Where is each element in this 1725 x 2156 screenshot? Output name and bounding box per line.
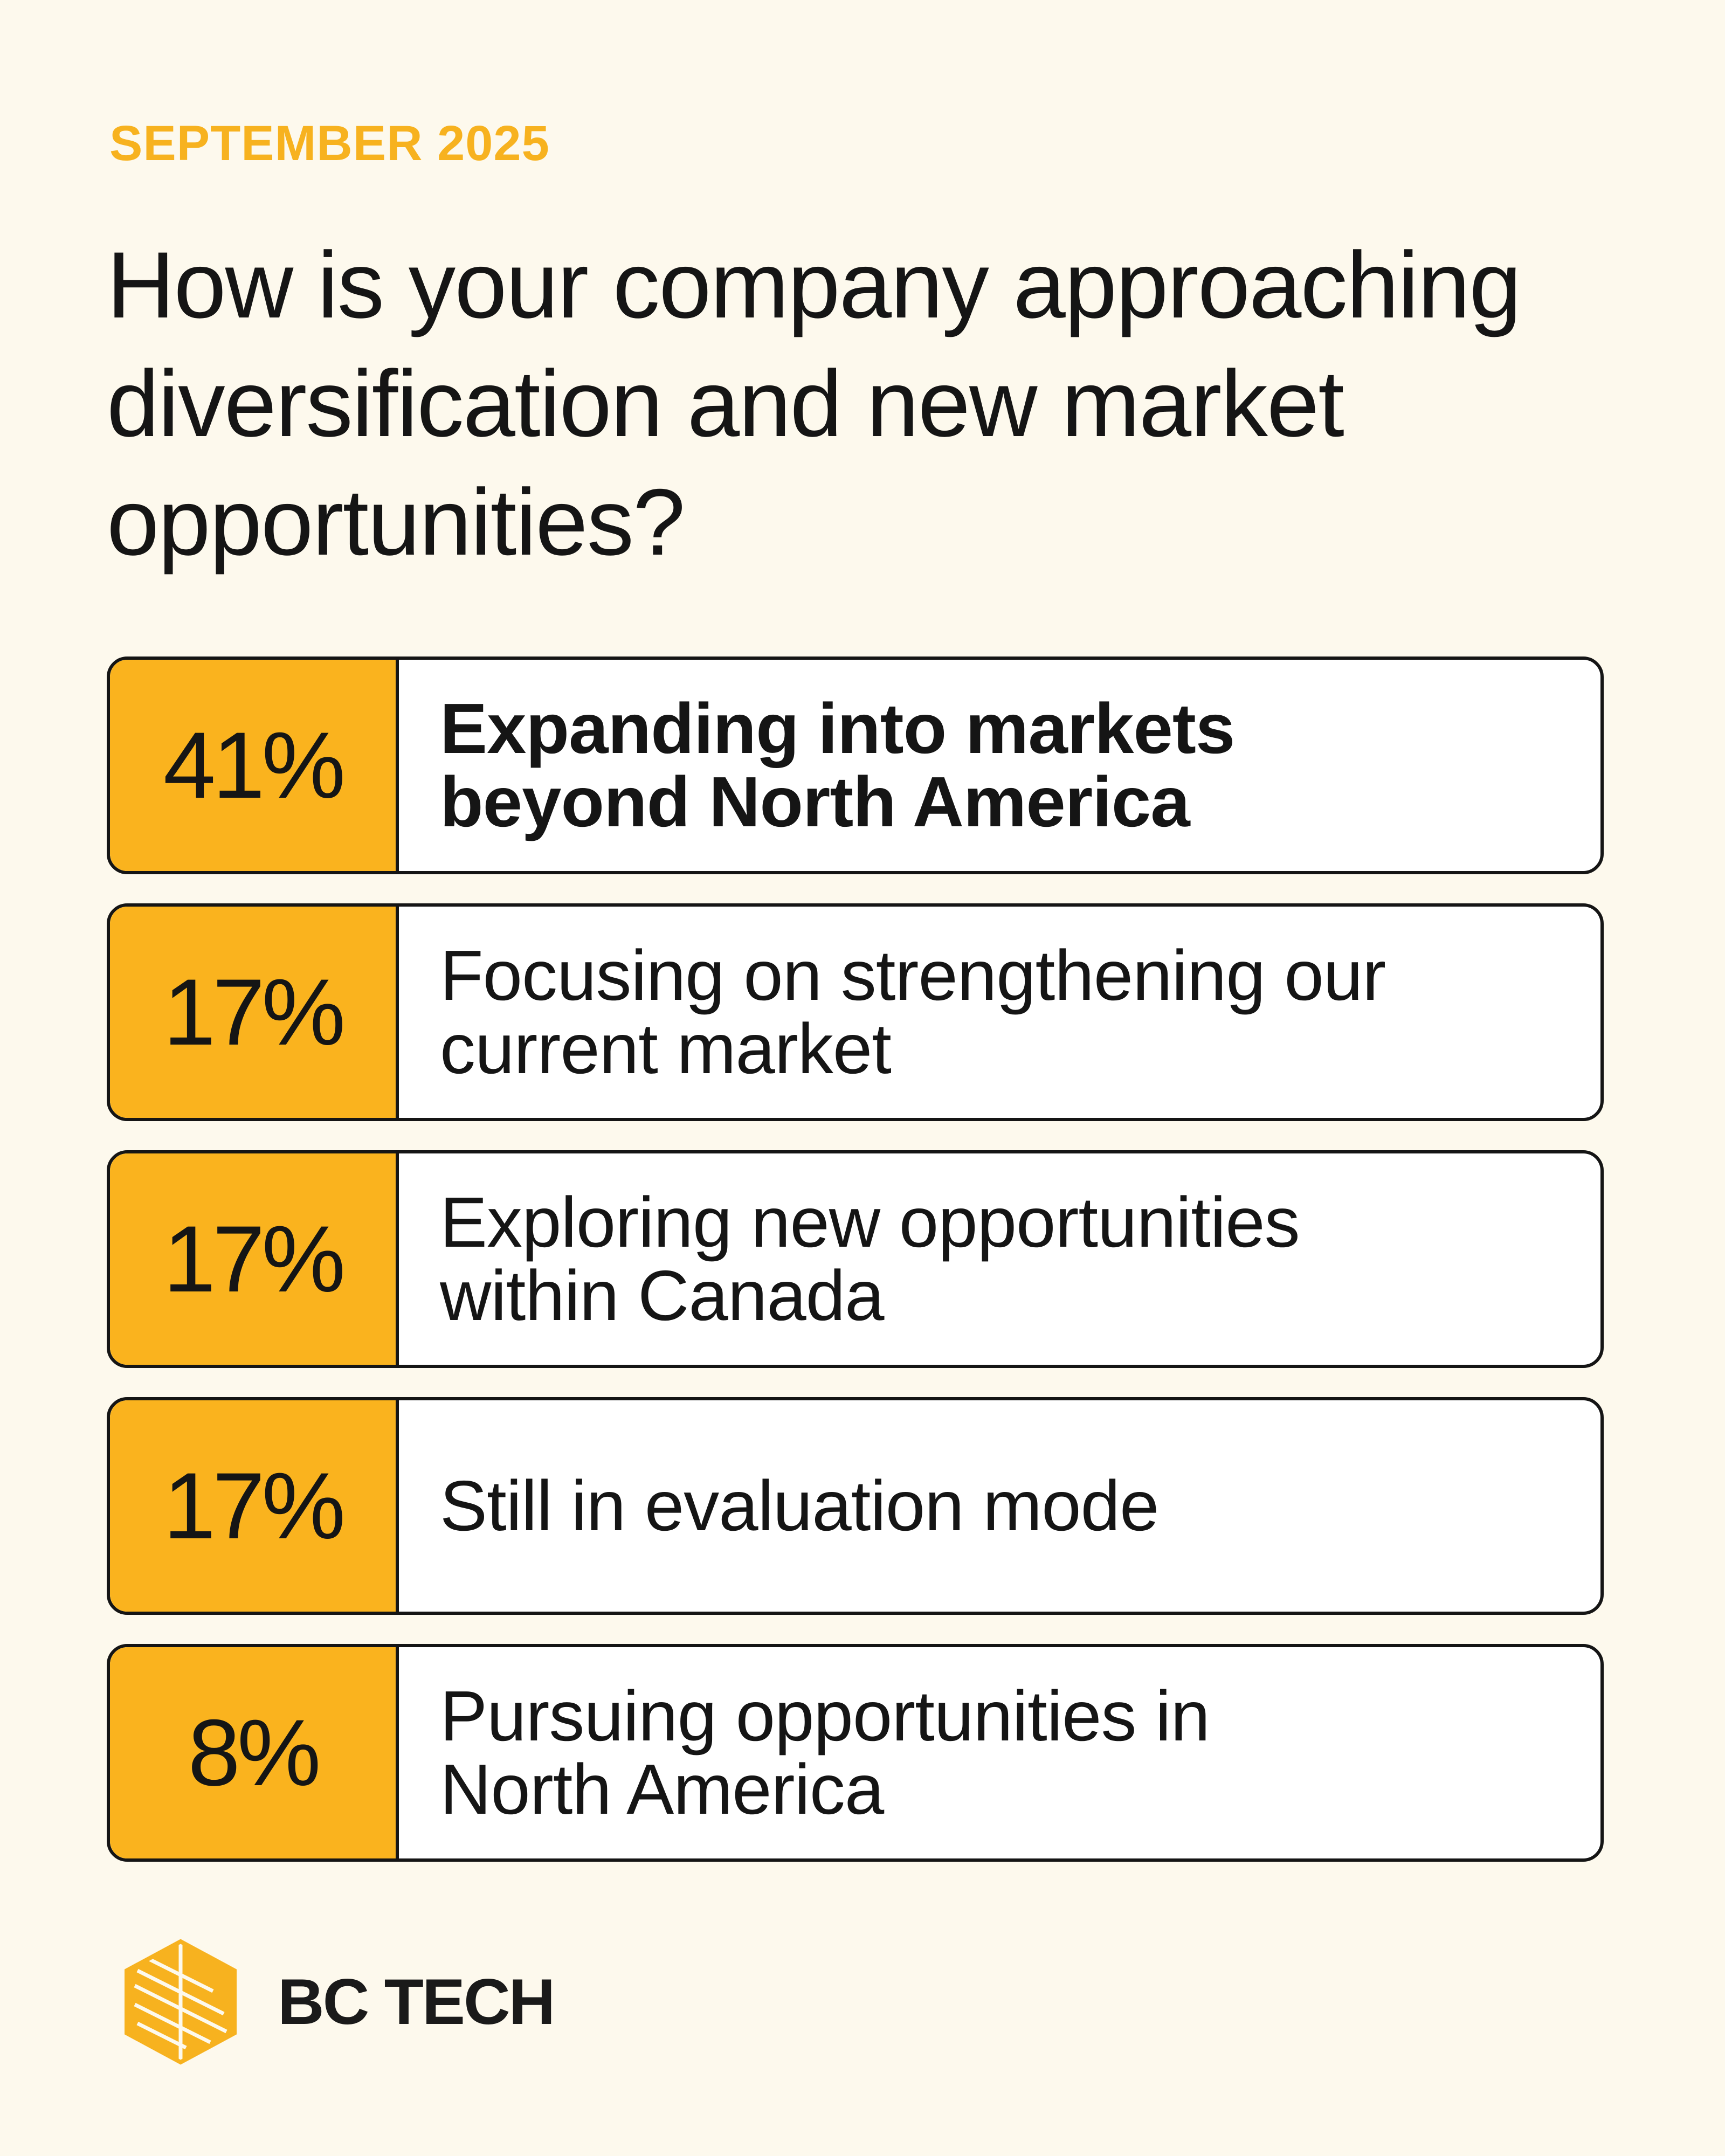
survey-question: How is your company approaching diversif…	[107, 233, 1522, 575]
result-percent: 17%	[110, 907, 399, 1118]
result-label: Still in evaluation mode	[440, 1466, 1159, 1545]
result-label-container: Still in evaluation mode	[399, 1400, 1600, 1612]
result-label: Exploring new opportunities within Canad…	[440, 1183, 1300, 1335]
result-row: 17% Focusing on strengthening our curren…	[107, 903, 1604, 1121]
result-row: 41% Expanding into markets beyond North …	[107, 657, 1604, 874]
result-label-container: Exploring new opportunities within Canad…	[399, 1153, 1600, 1365]
result-percent: 41%	[110, 660, 399, 871]
result-label-container: Expanding into markets beyond North Amer…	[399, 660, 1600, 871]
brand-logo: BC TECH	[116, 1937, 555, 2067]
result-label: Pursuing opportunities in North America	[440, 1676, 1210, 1829]
result-percent: 17%	[110, 1153, 399, 1365]
result-label-container: Pursuing opportunities in North America	[399, 1647, 1600, 1858]
bc-tech-hexagon-logo-icon	[125, 1939, 237, 2065]
result-label: Expanding into markets beyond North Amer…	[440, 689, 1235, 841]
result-label-container: Focusing on strengthening our current ma…	[399, 907, 1600, 1118]
result-row: 17% Exploring new opportunities within C…	[107, 1150, 1604, 1368]
brand-name: BC TECH	[278, 1966, 555, 2038]
date-label: SEPTEMBER 2025	[109, 116, 550, 171]
result-row: 17% Still in evaluation mode	[107, 1397, 1604, 1615]
result-row: 8% Pursuing opportunities in North Ameri…	[107, 1644, 1604, 1862]
result-percent: 8%	[110, 1647, 399, 1858]
result-label: Focusing on strengthening our current ma…	[440, 936, 1386, 1088]
result-percent: 17%	[110, 1400, 399, 1612]
results-list: 41% Expanding into markets beyond North …	[107, 657, 1604, 1891]
